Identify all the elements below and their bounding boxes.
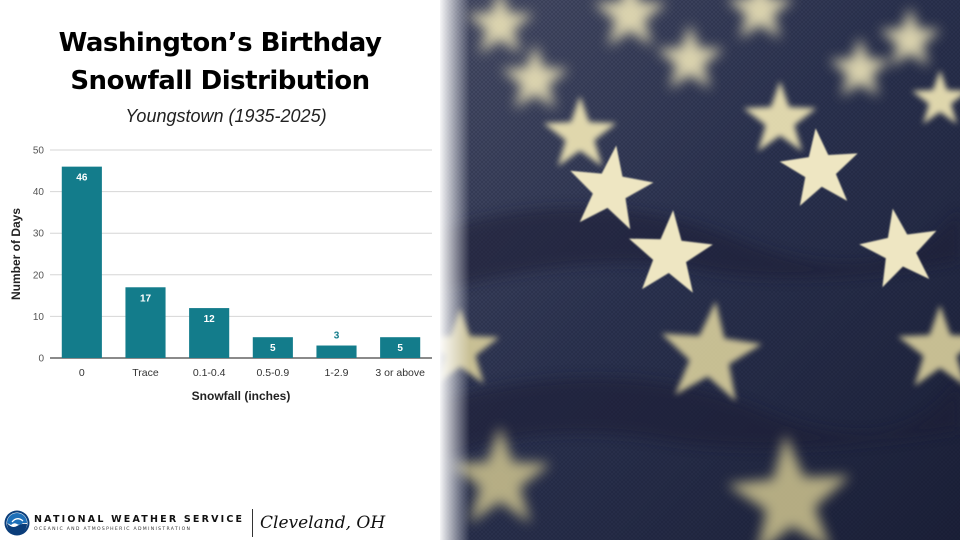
y-tick-label: 20	[33, 270, 45, 281]
footer: NATIONAL WEATHER SERVICE OCEANIC AND ATM…	[0, 500, 440, 540]
x-tick-label: 0.5-0.9	[256, 367, 289, 379]
x-tick-label: 0	[79, 367, 85, 379]
bar	[252, 337, 293, 358]
bar	[125, 287, 166, 358]
x-axis-title: Snowfall (inches)	[192, 389, 291, 403]
footer-divider	[252, 509, 253, 537]
bar-data-label: 5	[270, 343, 276, 354]
agency-name: NATIONAL WEATHER SERVICE	[34, 514, 245, 525]
y-tick-label: 40	[33, 187, 45, 198]
bar	[189, 308, 230, 358]
bar-data-label: 46	[76, 173, 88, 184]
noaa-logo-icon	[4, 510, 30, 536]
bar	[380, 337, 421, 358]
bar-data-label: 3	[334, 331, 340, 342]
bar	[316, 345, 357, 358]
bar-data-label: 5	[397, 343, 403, 354]
bar-data-label: 17	[140, 293, 152, 304]
left-panel: Washington’s Birthday Snowfall Distribut…	[0, 0, 440, 540]
bar-data-label: 12	[204, 314, 216, 325]
x-tick-label: Trace	[132, 367, 159, 379]
title-line-2: Snowfall Distribution	[70, 66, 370, 96]
x-tick-label: 3 or above	[375, 367, 425, 379]
agency-subtitle: OCEANIC AND ATMOSPHERIC ADMINISTRATION	[34, 527, 192, 532]
bar	[61, 166, 102, 358]
y-tick-label: 10	[33, 312, 45, 323]
y-tick-label: 0	[38, 354, 44, 365]
y-tick-label: 30	[33, 229, 45, 240]
flag-stars-photo	[440, 0, 960, 540]
x-tick-label: 1-2.9	[325, 367, 349, 379]
page-subtitle: Youngstown (1935-2025)	[125, 106, 327, 126]
snowfall-bar-chart: 0 10 20 30 40 50 46 0 17 Trace 12 0.1-0.4 5 0.5-0.9 3 1…	[9, 146, 432, 403]
flag-stars-image	[440, 0, 960, 540]
page-title: Washington’s Birthday Snowfall Distribut…	[20, 24, 420, 100]
office-name: Cleveland, OH	[260, 513, 386, 533]
title-line-1: Washington’s Birthday	[58, 28, 382, 58]
x-tick-label: 0.1-0.4	[193, 367, 226, 379]
y-axis-title: Number of Days	[9, 208, 23, 300]
y-tick-label: 50	[33, 146, 45, 157]
